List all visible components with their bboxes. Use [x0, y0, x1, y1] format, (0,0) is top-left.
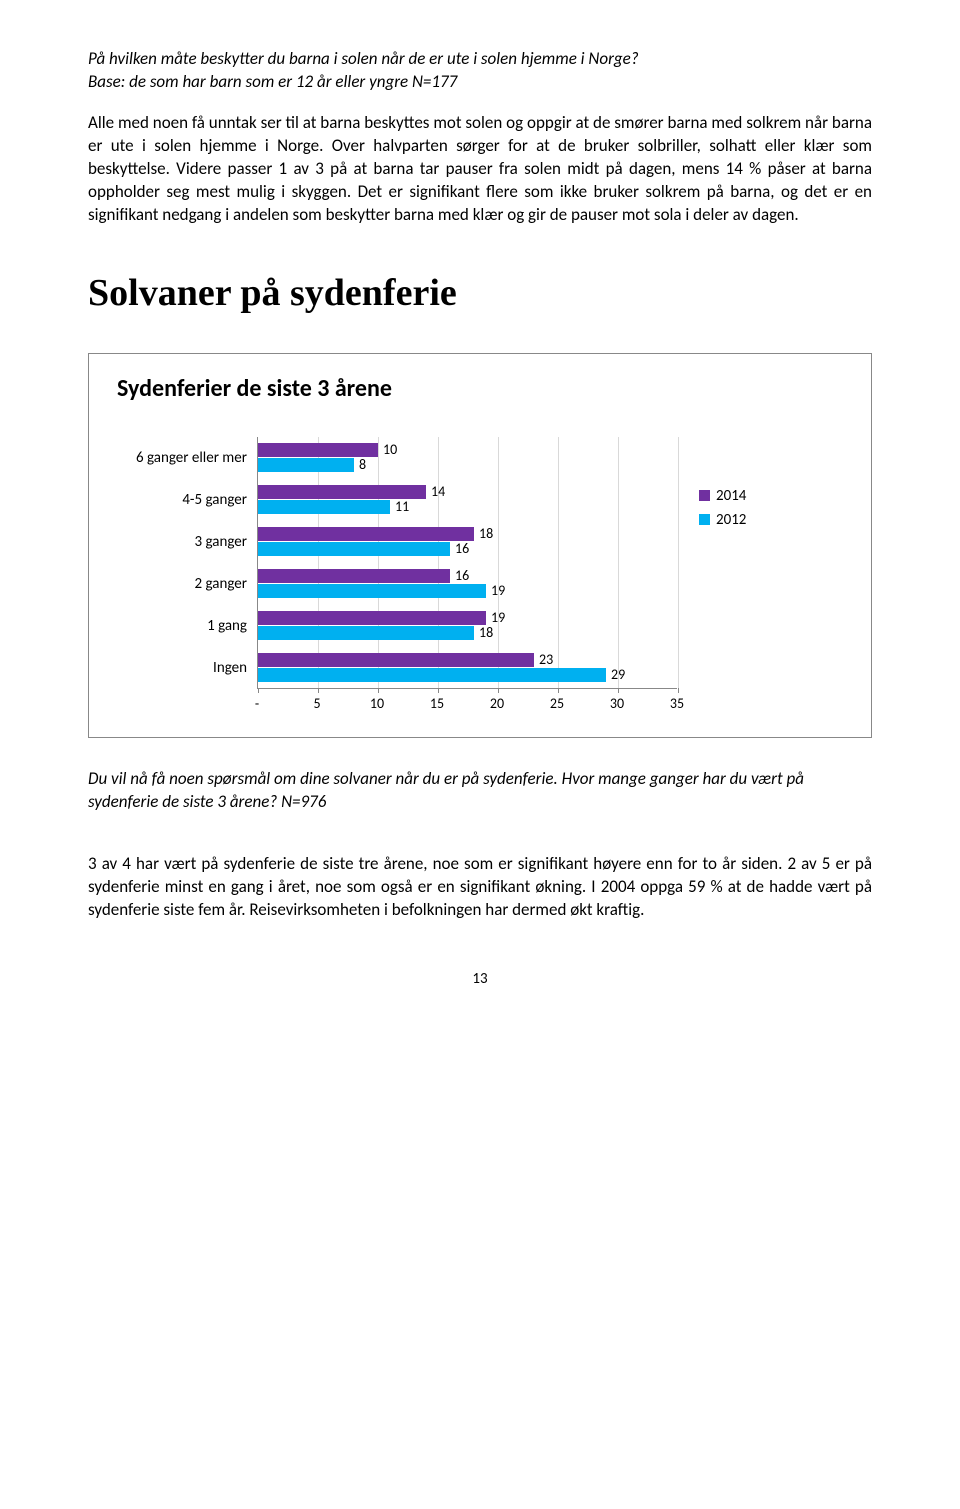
section-title: Solvaner på sydenferie — [88, 271, 872, 315]
grid-line — [378, 437, 379, 688]
category-label: 4-5 ganger — [117, 479, 257, 521]
chart-bar — [258, 458, 354, 472]
grid-line — [438, 437, 439, 688]
grid-line — [498, 437, 499, 688]
x-axis-tick-label: 30 — [610, 695, 624, 712]
bars-area: 10814111816161919182329 -5101520253035 — [257, 437, 677, 715]
legend-swatch-2012 — [699, 514, 710, 525]
chart-bar — [258, 500, 390, 514]
legend-item-2014: 2014 — [699, 487, 746, 505]
paragraph-1: Alle med noen få unntak ser til at barna… — [88, 112, 872, 227]
legend-label-2014: 2014 — [716, 487, 746, 505]
question-1-line-1: På hvilken måte beskytter du barna i sol… — [88, 48, 639, 69]
chart-bar — [258, 485, 426, 499]
grid-line — [678, 437, 679, 688]
chart-legend: 2014 2012 — [699, 487, 746, 535]
grid-line — [558, 437, 559, 688]
x-axis-tick-label: - — [255, 695, 259, 712]
bar-value-label: 29 — [611, 666, 625, 683]
chart-plot: 10814111816161919182329 — [257, 437, 677, 689]
grid-line — [618, 437, 619, 688]
x-axis-tick-label: 25 — [550, 695, 564, 712]
chart-bar — [258, 668, 606, 682]
category-label: 3 ganger — [117, 521, 257, 563]
chart-title: Sydenferier de siste 3 årene — [117, 374, 843, 403]
chart-bar — [258, 611, 486, 625]
bar-value-label: 14 — [431, 483, 445, 500]
chart-bar — [258, 443, 378, 457]
question-2: Du vil nå få noen spørsmål om dine solva… — [88, 768, 872, 814]
tick-mark — [678, 688, 679, 693]
bar-value-label: 16 — [455, 567, 469, 584]
x-axis-tick-label: 15 — [430, 695, 444, 712]
bar-value-label: 8 — [359, 456, 366, 473]
bar-value-label: 11 — [395, 498, 409, 515]
grid-line — [318, 437, 319, 688]
chart-body: 6 ganger eller mer4-5 ganger3 ganger2 ga… — [117, 437, 843, 715]
legend-swatch-2014 — [699, 490, 710, 501]
x-axis-tick-label: 20 — [490, 695, 504, 712]
bar-value-label: 18 — [479, 525, 493, 542]
chart-container: Sydenferier de siste 3 årene 6 ganger el… — [88, 353, 872, 738]
x-axis-tick-label: 5 — [313, 695, 320, 712]
x-axis-tick-label: 10 — [370, 695, 384, 712]
category-label: 6 ganger eller mer — [117, 437, 257, 479]
bar-value-label: 18 — [479, 624, 493, 641]
question-1-line-2: Base: de som har barn som er 12 år eller… — [88, 71, 457, 92]
chart-bar — [258, 542, 450, 556]
bar-value-label: 16 — [455, 540, 469, 557]
category-label: 2 ganger — [117, 563, 257, 605]
category-label: Ingen — [117, 647, 257, 689]
chart-bar — [258, 584, 486, 598]
paragraph-2: 3 av 4 har vært på sydenferie de siste t… — [88, 853, 872, 922]
bar-value-label: 19 — [491, 582, 505, 599]
category-labels: 6 ganger eller mer4-5 ganger3 ganger2 ga… — [117, 437, 257, 689]
bar-value-label: 23 — [539, 651, 553, 668]
page-number: 13 — [88, 970, 872, 988]
question-1: På hvilken måte beskytter du barna i sol… — [88, 48, 872, 94]
chart-bar — [258, 569, 450, 583]
x-axis-labels: -5101520253035 — [257, 693, 677, 715]
legend-item-2012: 2012 — [699, 511, 746, 529]
chart-bar — [258, 626, 474, 640]
chart-bar — [258, 527, 474, 541]
x-axis-tick-label: 35 — [670, 695, 684, 712]
bar-value-label: 10 — [383, 441, 397, 458]
legend-label-2012: 2012 — [716, 511, 746, 529]
category-label: 1 gang — [117, 605, 257, 647]
chart-bar — [258, 653, 534, 667]
